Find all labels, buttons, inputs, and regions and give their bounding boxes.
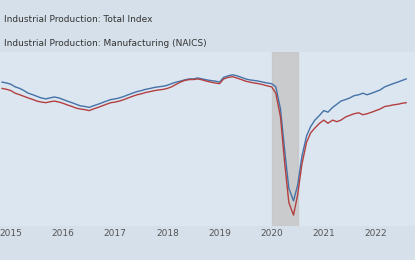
Text: Industrial Production: Total Index: Industrial Production: Total Index bbox=[4, 15, 153, 24]
Bar bbox=[272, 52, 298, 226]
Text: Industrial Production: Manufacturing (NAICS): Industrial Production: Manufacturing (NA… bbox=[4, 39, 207, 48]
